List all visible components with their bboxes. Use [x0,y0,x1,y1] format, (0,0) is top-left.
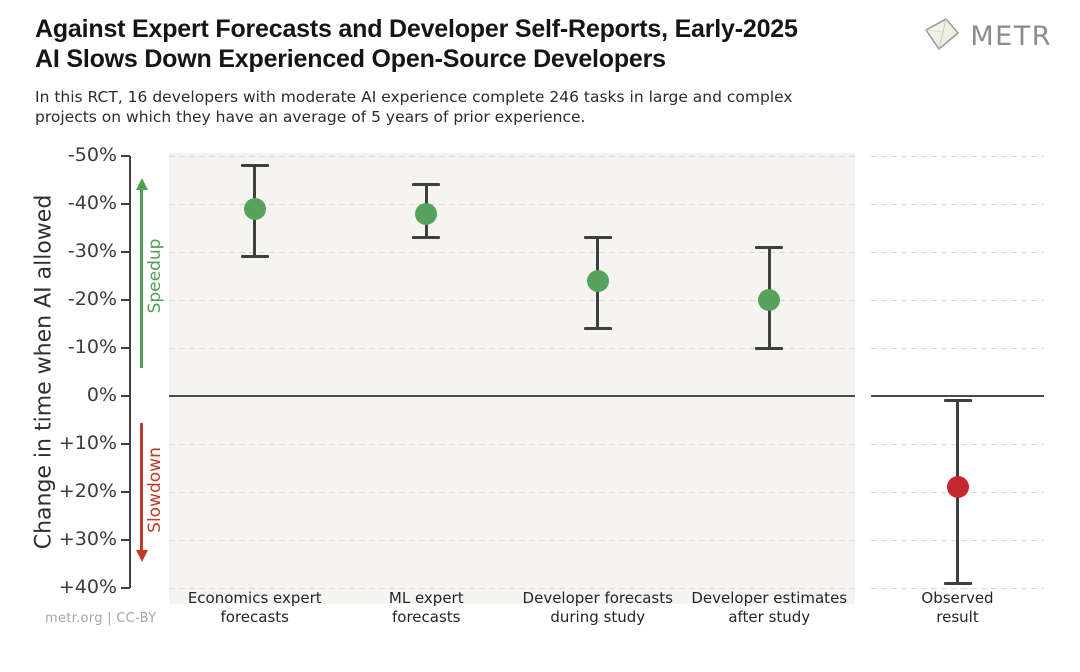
y-tick-mark [121,587,130,589]
y-tick-label: +20% [58,480,117,502]
credit-text: metr.org | CC-BY [45,611,157,626]
gridline [169,156,855,157]
gridline [169,252,855,253]
x-axis-label-line: Economics expert [187,589,322,607]
chart-subtitle-line1: In this RCT, 16 developers with moderate… [35,88,793,106]
gridline [871,300,1044,301]
error-bar-cap-top [583,236,612,240]
y-tick-label: -50% [67,144,117,166]
y-tick-mark [121,203,130,205]
y-tick-mark [121,299,130,301]
chart-subtitle-line2: projects on which they have an average o… [35,107,586,126]
metr-diamond-icon [923,16,961,56]
gridline [169,348,855,349]
y-tick-mark [121,443,130,445]
speedup-arrow-head [136,178,148,190]
chart-subtitle: In this RCT, 16 developers with moderate… [35,88,793,127]
x-axis-label-line: Developer forecasts [522,589,673,607]
x-axis-label-line: result [936,607,979,626]
error-bar-cap-bottom [412,236,441,240]
error-bar-cap-top [943,399,972,403]
chart-title-line2: AI Slows Down Experienced Open-Source De… [35,45,666,73]
y-tick-mark [121,539,130,541]
y-tick-label: 0% [86,384,117,406]
metr-logo: METR [923,16,1052,56]
metr-logo-text: METR [970,20,1052,52]
y-tick-label: -30% [67,240,117,262]
data-point [946,476,969,499]
y-tick-label: +30% [58,528,117,550]
gridline [169,588,855,589]
y-tick-label: -40% [67,192,117,214]
gridline [169,300,855,301]
x-axis-label-line: during study [550,607,646,626]
slowdown-arrow-head [136,550,148,562]
y-tick-label: -20% [67,288,117,310]
data-point [243,197,266,220]
error-bar-cap-top [240,164,269,168]
y-tick-mark [121,347,130,349]
error-bar-cap-bottom [583,327,612,331]
x-axis-label-line: forecasts [392,607,461,626]
x-axis-label: Developer estimates after study [664,589,874,626]
x-axis-label: ML expert forecasts [321,589,531,626]
error-bar-cap-top [412,183,441,187]
y-tick-label: +40% [58,576,117,598]
x-axis-label: Observed result [853,589,1063,626]
x-axis-label-line: Observed [921,589,994,607]
gridline [871,204,1044,205]
x-axis-label: Developer forecasts during study [493,589,703,626]
gridline [871,588,1044,589]
y-tick-mark [121,395,130,397]
x-axis-label-line: after study [728,607,811,626]
forecast-panel-background [169,153,855,604]
gridline [871,348,1044,349]
x-axis-label-line: forecasts [220,607,289,626]
error-bar-cap-top [755,245,784,249]
gridline [871,156,1044,157]
gridline [169,540,855,541]
gridline [871,252,1044,253]
gridline [169,444,855,445]
x-axis-label-line: ML expert [388,589,464,607]
chart-title: Against Expert Forecasts and Developer S… [35,14,798,74]
error-bar-cap-bottom [943,581,972,585]
gridline [169,204,855,205]
zero-baseline [169,395,855,397]
y-tick-mark [121,491,130,493]
y-tick-label: +10% [58,432,117,454]
y-tick-mark [121,251,130,253]
gridline [169,492,855,493]
error-bar-cap-bottom [755,346,784,350]
x-axis-label: Economics expert forecasts [150,589,360,626]
chart-title-line1: Against Expert Forecasts and Developer S… [35,15,798,43]
data-point [586,269,609,292]
error-bar-cap-bottom [240,255,269,259]
y-tick-label: -10% [67,336,117,358]
speedup-arrow [140,188,143,368]
y-axis-spine [129,156,131,588]
data-point [415,202,438,225]
y-tick-mark [121,155,130,157]
zero-baseline [871,395,1044,397]
slowdown-arrow [140,423,143,551]
x-axis-label-line: Developer estimates [691,589,848,607]
data-point [758,289,781,311]
